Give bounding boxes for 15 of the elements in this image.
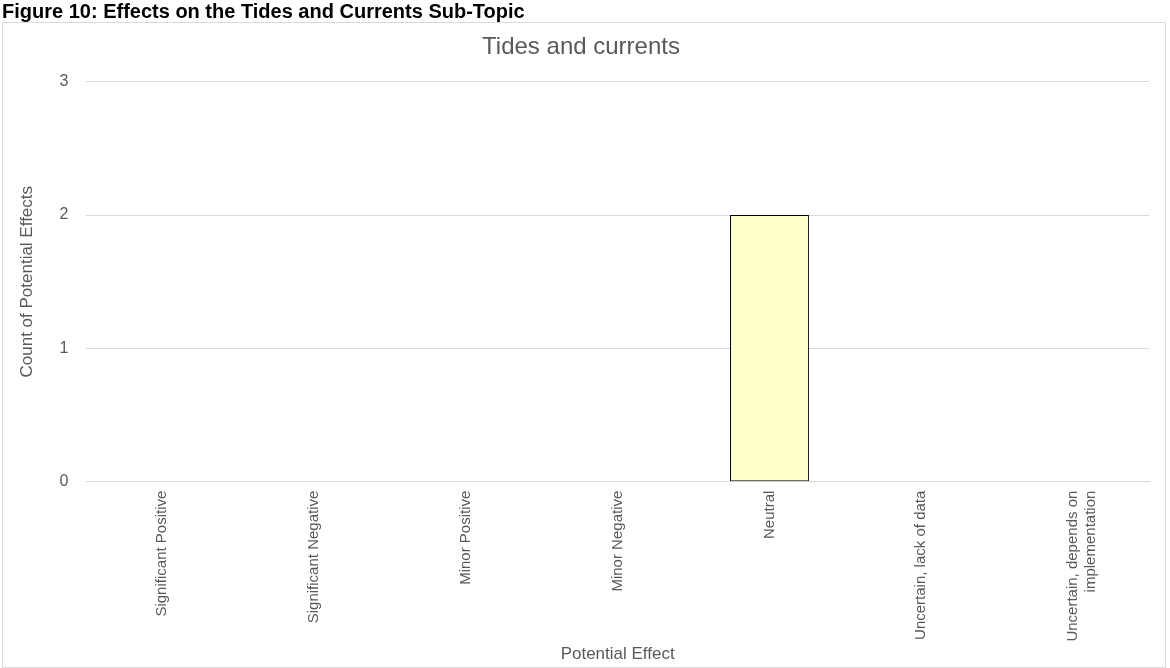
x-tick-label: Uncertain, lack of data: [911, 490, 929, 640]
x-tick-label: Uncertain, depends on implementation: [1063, 490, 1099, 642]
y-tick-label: 1: [59, 338, 69, 356]
x-tick-label: Significant Negative: [304, 490, 322, 624]
y-tick-label: 3: [59, 72, 69, 90]
x-axis-title: Potential Effect: [560, 644, 675, 664]
caption: Figure 10: Effects on the Tides and Currents Sub-Topic: [1, 0, 526, 22]
x-tick-label: Minor Positive: [455, 490, 473, 585]
x-tick-label: Neutral: [759, 490, 777, 540]
y-axis-title: Count of Potential Effects: [16, 185, 36, 378]
chart-title: Tides and currents: [482, 32, 680, 60]
y-tick-label: 0: [59, 472, 69, 490]
y-tick-label: 2: [59, 205, 69, 223]
x-tick-label: Minor Negative: [607, 490, 625, 592]
x-tick-label: Significant Positive: [152, 490, 170, 617]
